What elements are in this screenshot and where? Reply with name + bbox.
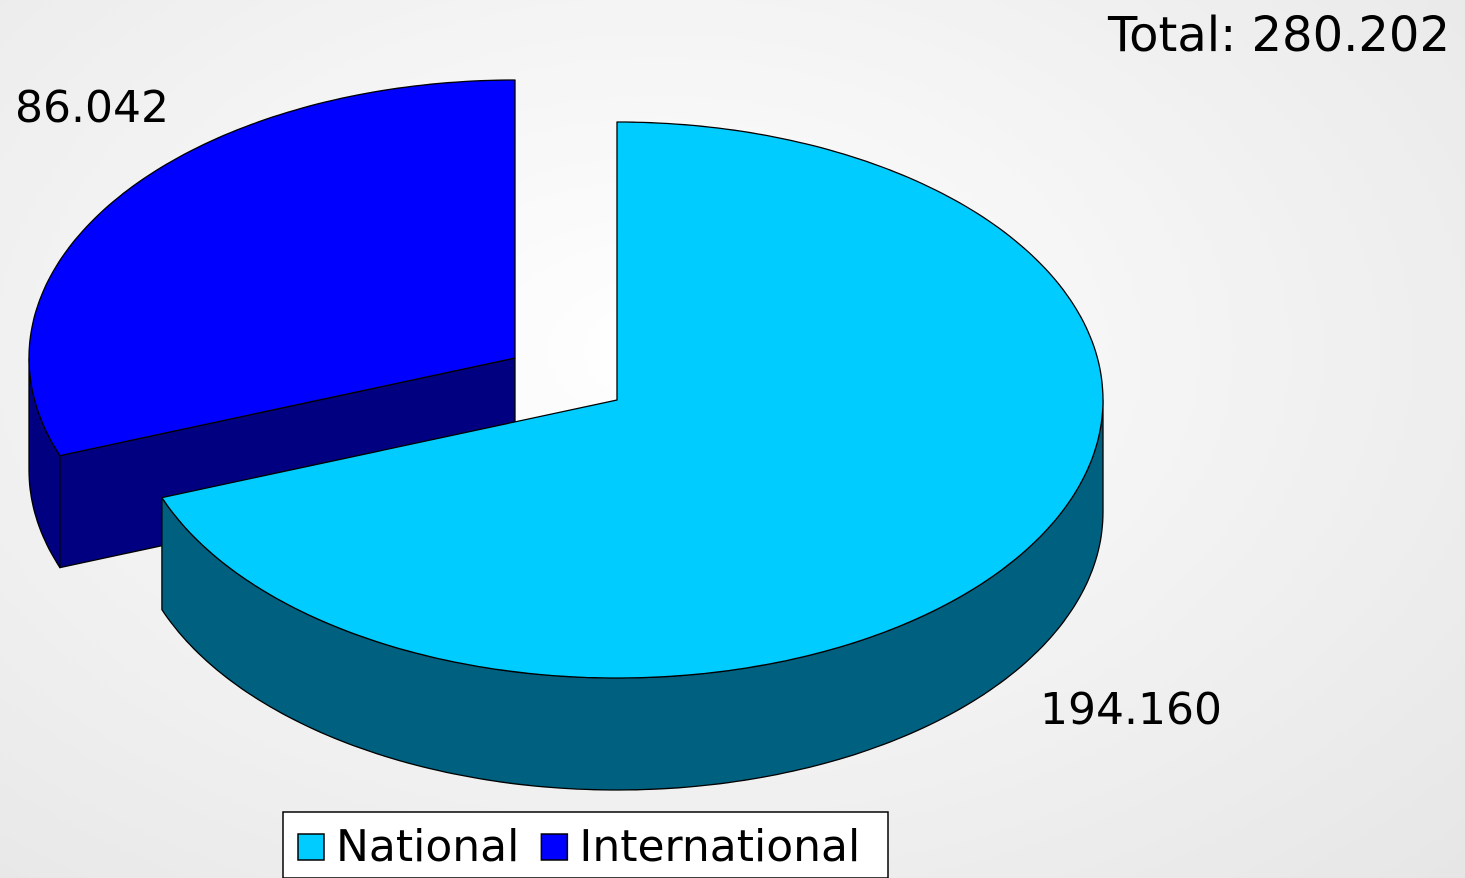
slice-top xyxy=(28,79,516,457)
legend-box xyxy=(282,811,889,878)
chart-title: Total: 280.202 xyxy=(1107,7,1450,63)
legend-label: International xyxy=(579,821,860,872)
legend: National International xyxy=(282,811,889,878)
legend-label: National xyxy=(336,821,519,872)
data-label: 194.160 xyxy=(1040,684,1222,735)
legend-swatch xyxy=(540,833,569,861)
slice-top xyxy=(161,121,1104,679)
legend-swatch xyxy=(297,833,325,861)
data-label: 86.042 xyxy=(15,82,169,133)
slice-group xyxy=(161,121,1104,791)
